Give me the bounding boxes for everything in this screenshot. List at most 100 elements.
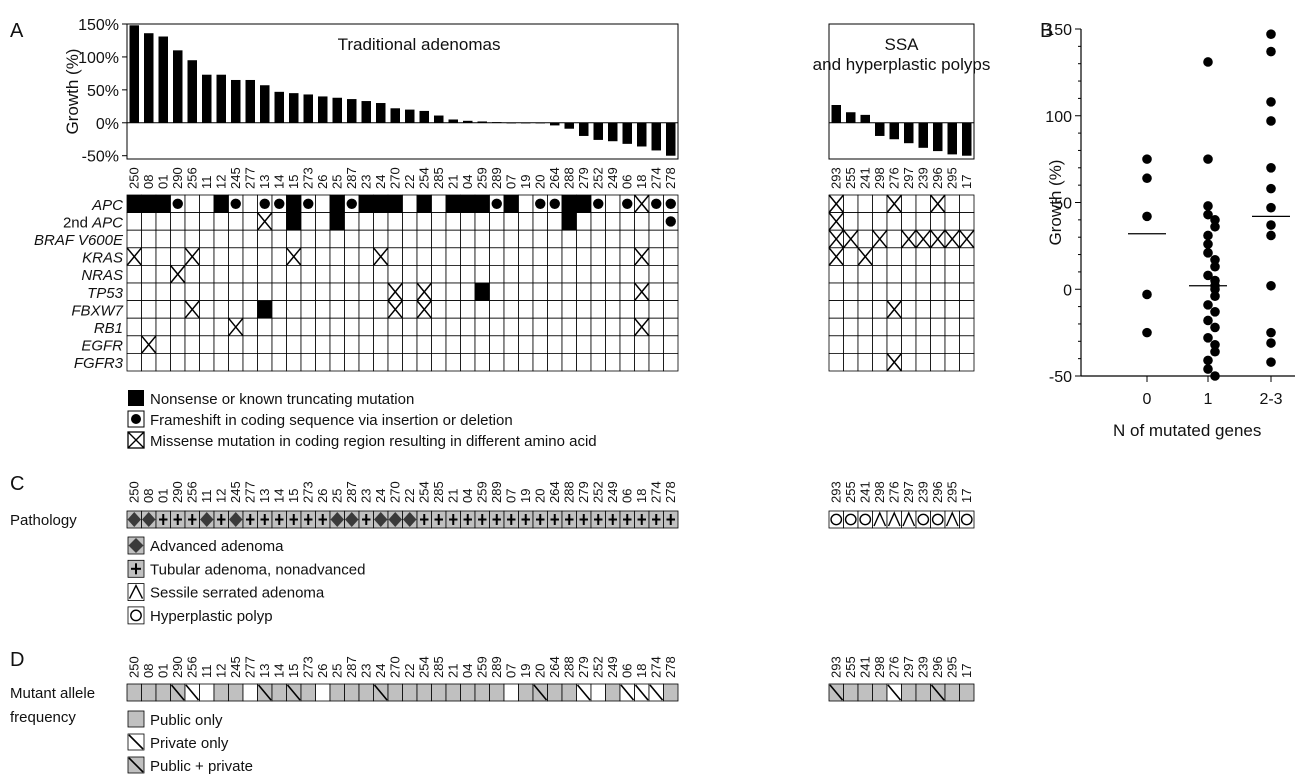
maf-cell [474, 683, 490, 702]
missense-mark [958, 229, 975, 249]
row-title-maf: frequency [10, 709, 76, 726]
legend-swatch-nonsense [128, 390, 144, 406]
maf-cell [141, 683, 157, 702]
grid-cell [126, 282, 142, 302]
grid-cell [315, 212, 331, 231]
maf-cell [857, 683, 873, 702]
panel-label-d: D [10, 649, 24, 671]
grid-cell [213, 335, 229, 354]
gene-label: 2nd APC [63, 214, 123, 231]
frameshift-mark [303, 198, 314, 209]
scatter-point [1142, 327, 1152, 338]
legend-text: Frameshift in coding sequence via insert… [150, 412, 513, 429]
scatter-point [1266, 202, 1276, 213]
bar [390, 108, 400, 123]
grid-cell [576, 300, 592, 319]
sample-label: 297 [901, 656, 916, 678]
sample-label: 254 [416, 481, 431, 503]
ssa-mark [873, 511, 887, 527]
grid-cell [300, 229, 316, 249]
grid-cell [901, 212, 917, 231]
scatter-point [1203, 209, 1213, 220]
grid-cell [373, 282, 389, 302]
grid-cell [605, 282, 621, 302]
maf-cell [872, 683, 888, 702]
maf-cell [431, 683, 447, 702]
sample-label: 287 [344, 167, 359, 189]
sample-label: 295 [944, 481, 959, 503]
sample-label: 290 [170, 167, 185, 189]
grid-cell [576, 335, 592, 354]
grid-cell [619, 317, 635, 337]
grid-cell [634, 335, 650, 354]
grid-cell [402, 212, 418, 231]
grid-cell [329, 229, 345, 249]
grid-cell [886, 247, 902, 266]
grid-cell [503, 229, 519, 249]
grid-cell [561, 335, 577, 354]
grid-cell [590, 282, 606, 302]
grid-cell [445, 335, 461, 354]
grid-cell [184, 264, 200, 284]
missense-mark [372, 247, 389, 266]
sample-label: 13 [257, 175, 272, 189]
sample-label: 276 [886, 481, 901, 503]
private-slash-mark [930, 684, 945, 701]
sample-label: 11 [199, 490, 214, 504]
bar [477, 121, 487, 123]
missense-mark [828, 229, 845, 249]
sample-label: 287 [344, 656, 359, 678]
y-tick-label: 150% [78, 17, 119, 34]
sample-label: 293 [828, 481, 843, 503]
grid-cell [416, 317, 432, 337]
maf-legend: Public only Private only Public + private [127, 710, 253, 775]
grid-cell [634, 352, 650, 372]
panel-b-scatter-chart: 150 100 50 0 -50 Growth (%) 0 1 2-3 N of mutated … [1045, 22, 1295, 440]
grid-cell [431, 300, 447, 319]
grid-cell [358, 300, 374, 319]
bar [187, 60, 197, 123]
missense-mark [828, 247, 845, 266]
grid-cell [663, 352, 679, 372]
row-title-pathology: Pathology [10, 512, 77, 529]
grid-cell [228, 282, 244, 302]
grid-cell [445, 229, 461, 249]
gene-label: FGFR3 [74, 355, 124, 372]
grid-cell [184, 335, 200, 354]
grid-cell [915, 194, 931, 214]
grid-cell [329, 264, 345, 284]
scatter-point [1266, 46, 1276, 57]
y-tick-label: -50 [1049, 369, 1072, 386]
frameshift-mark [549, 198, 560, 209]
scatter-point [1142, 154, 1152, 164]
grid-cell [213, 264, 229, 284]
grid-cell [242, 335, 258, 354]
grid-cell [518, 300, 534, 319]
sample-label: 273 [300, 656, 315, 678]
sample-label: 20 [532, 664, 547, 678]
legend-text: Public + private [150, 758, 253, 775]
scatter-point [1266, 280, 1276, 291]
sample-label: 239 [915, 656, 930, 678]
grid-cell [590, 317, 606, 337]
grid-cell [460, 247, 476, 266]
grid-cell [170, 300, 186, 319]
grid-cell [857, 352, 873, 372]
bar [216, 74, 226, 123]
missense-mark [944, 229, 961, 249]
grid-cell [843, 212, 859, 231]
grid-cell [857, 300, 873, 319]
grid-cell [561, 282, 577, 302]
sample-label: 296 [930, 481, 945, 503]
grid-cell [358, 282, 374, 302]
grid-cell [590, 247, 606, 266]
group-title-line: SSA [884, 35, 919, 54]
nonsense-mark [475, 283, 490, 301]
y-tick-label: 100 [1045, 109, 1072, 126]
sample-label: 14 [271, 664, 286, 678]
grid-cell [460, 229, 476, 249]
grid-cell [184, 352, 200, 372]
grid-cell [503, 282, 519, 302]
bar [550, 122, 560, 126]
sample-label: 255 [843, 167, 858, 189]
